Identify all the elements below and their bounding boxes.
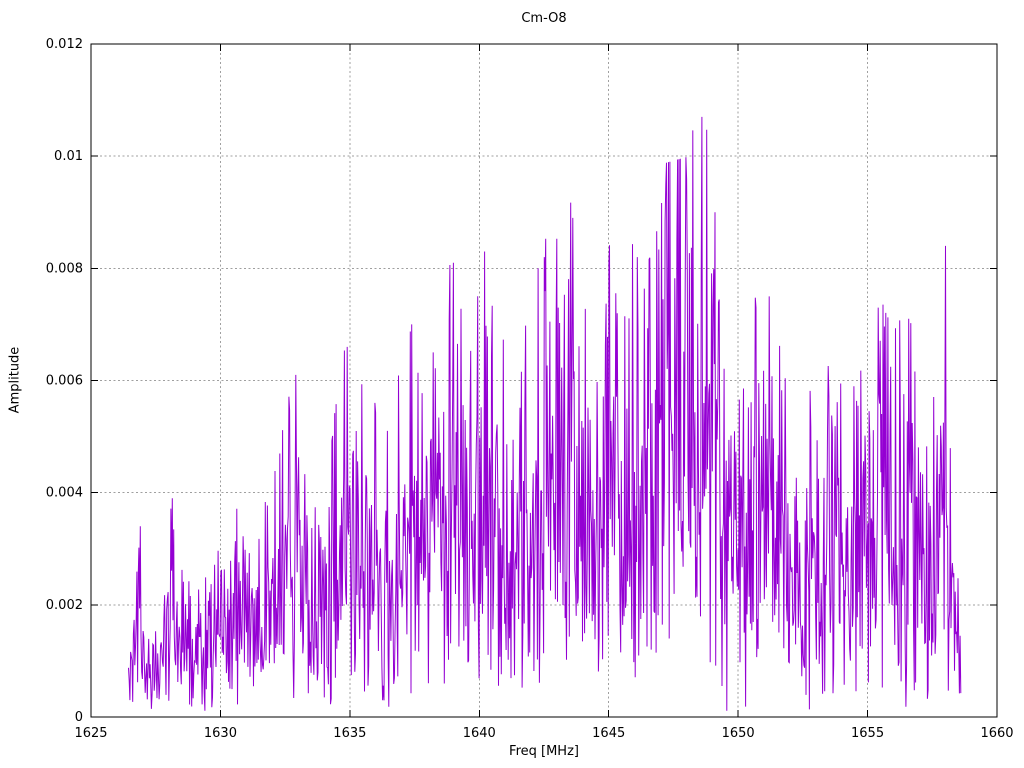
x-tick-label: 1625 (74, 726, 107, 741)
y-tick-label: 0.012 (46, 37, 83, 52)
x-tick-label: 1655 (851, 726, 884, 741)
x-axis-label: Freq [MHz] (509, 744, 579, 759)
x-tick-label: 1630 (204, 726, 237, 741)
y-tick-label: 0.008 (46, 261, 83, 276)
y-tick-label: 0.01 (54, 149, 83, 164)
y-tick-label: 0 (75, 710, 83, 725)
x-tick-label: 1660 (980, 726, 1013, 741)
x-tick-label: 1640 (463, 726, 496, 741)
y-tick-label: 0.004 (46, 486, 83, 501)
x-tick-label: 1635 (333, 726, 366, 741)
chart-title: Cm-O8 (521, 11, 567, 26)
spectrum-series-line (128, 116, 962, 711)
x-tick-label: 1645 (592, 726, 625, 741)
y-axis-label: Amplitude (7, 346, 23, 414)
y-tick-label: 0.006 (46, 374, 83, 389)
x-tick-label: 1650 (722, 726, 755, 741)
y-tick-label: 0.002 (46, 598, 83, 613)
